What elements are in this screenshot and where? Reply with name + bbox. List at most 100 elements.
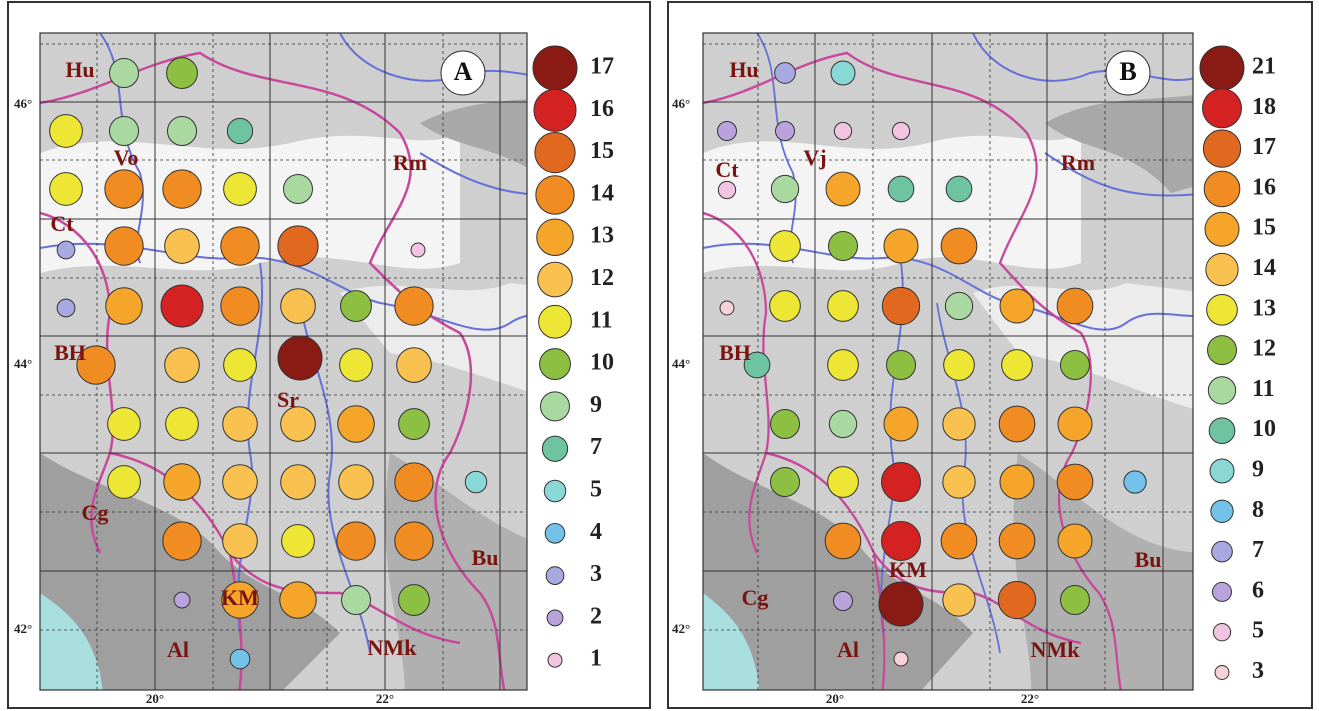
richness-circle [1061, 586, 1090, 615]
longitude-label: 22° [1021, 691, 1039, 706]
richness-circle [221, 227, 259, 265]
legend-swatch [1203, 130, 1240, 167]
richness-circle [163, 170, 201, 208]
place-label: Rm [1061, 150, 1095, 175]
richness-circle [771, 175, 798, 202]
place-label: KM [889, 557, 927, 582]
latitude-label: 44° [14, 356, 32, 371]
place-label: Hu [65, 57, 94, 82]
place-label: Vo [114, 145, 139, 170]
legend-label: 16 [590, 96, 614, 122]
longitude-label: 22° [376, 691, 394, 706]
richness-circle [776, 122, 795, 141]
longitude-label: 20° [146, 691, 164, 706]
richness-circle [223, 465, 258, 500]
legend-swatch [1200, 46, 1244, 90]
richness-circle [284, 175, 313, 204]
legend-swatch [536, 176, 574, 214]
legend-label: 15 [1252, 215, 1276, 241]
richness-circle [1061, 351, 1090, 380]
richness-circle [395, 463, 433, 501]
legend-swatch [545, 523, 565, 543]
richness-circle [224, 173, 257, 206]
legend-label: 12 [1252, 336, 1276, 362]
legend-swatch [1212, 541, 1233, 562]
place-label: Al [167, 637, 189, 662]
richness-circle [1002, 350, 1033, 381]
legend-swatch [1208, 377, 1235, 404]
richness-circle [879, 582, 923, 626]
richness-circle [223, 407, 258, 442]
richness-circle [946, 176, 972, 202]
richness-circle [828, 467, 859, 498]
richness-circle [1057, 464, 1093, 500]
richness-circle [108, 408, 141, 441]
legend-label: 7 [590, 434, 602, 460]
legend-swatch [1211, 500, 1233, 522]
legend-label: 12 [590, 265, 614, 291]
richness-circle [826, 172, 860, 206]
place-label: Vj [803, 145, 826, 170]
richness-circle [720, 301, 734, 315]
richness-circle [775, 63, 796, 84]
legend-swatch [546, 567, 564, 585]
richness-circle [998, 581, 1035, 618]
legend-label: 5 [1252, 618, 1264, 644]
legend-swatch [1206, 253, 1238, 285]
richness-circle [223, 524, 258, 559]
richness-circle [221, 287, 259, 325]
legend-label: 1 [590, 646, 602, 672]
place-label: NMk [1031, 637, 1081, 662]
richness-circle [411, 243, 425, 257]
richness-circle [57, 299, 75, 317]
richness-circle [1124, 471, 1146, 493]
richness-circle [167, 58, 198, 89]
latitude-label: 42° [672, 621, 690, 636]
richness-circle [829, 410, 856, 437]
richness-circle [50, 115, 83, 148]
richness-circle [1057, 288, 1093, 324]
richness-circle [280, 582, 317, 619]
legend-swatch [1208, 336, 1237, 365]
place-label: NMk [368, 635, 418, 660]
richness-circle [999, 406, 1035, 442]
legend-swatch [534, 89, 576, 131]
richness-circle [108, 466, 141, 499]
legend-swatch [1203, 89, 1242, 128]
richness-circle [941, 228, 977, 264]
richness-circle [281, 465, 316, 500]
place-label: Ct [715, 157, 739, 182]
legend-label: 7 [1252, 537, 1264, 563]
legend-label: 8 [1252, 497, 1264, 523]
legend-label: 15 [590, 138, 614, 164]
richness-circle [770, 231, 801, 262]
richness-circle [399, 409, 430, 440]
legend-label: 10 [590, 350, 614, 376]
richness-circle [882, 287, 919, 324]
richness-circle [165, 348, 200, 383]
legend-swatch [1209, 418, 1235, 444]
richness-circle [1058, 407, 1092, 441]
legend-label: 4 [590, 519, 602, 545]
richness-circle [105, 227, 143, 265]
richness-circle [164, 464, 201, 501]
legend-label: 13 [1252, 295, 1276, 321]
latitude-label: 46° [672, 96, 690, 111]
legend-swatch [547, 610, 563, 626]
richness-circle [224, 349, 257, 382]
richness-circle [338, 406, 375, 443]
richness-circle [999, 523, 1035, 559]
richness-circle [771, 468, 800, 497]
legend-swatch [542, 436, 567, 461]
richness-circle [395, 522, 433, 560]
richness-circle [828, 350, 859, 381]
place-label: Al [837, 637, 859, 662]
figure: HuVoRmCtBHSrCgKMBuAlNMkA46°44°42°20°22°1… [0, 0, 1319, 711]
latitude-label: 42° [14, 621, 32, 636]
legend-label: 17 [1252, 134, 1276, 160]
richness-circle [888, 176, 914, 202]
place-label: Hu [729, 57, 758, 82]
richness-circle [892, 122, 909, 139]
legend-swatch [1205, 212, 1239, 246]
place-label: Cg [82, 500, 109, 525]
